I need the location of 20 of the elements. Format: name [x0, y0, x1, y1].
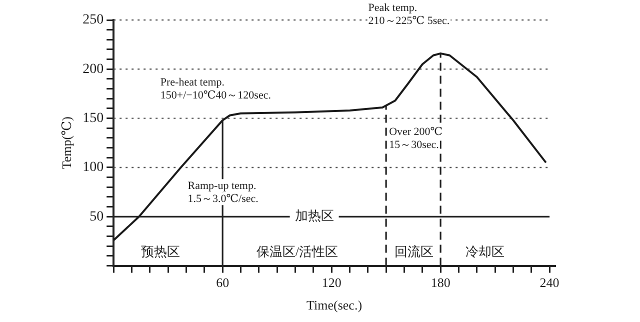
y-tick-label: 150 — [82, 110, 104, 126]
annotation: 回流区 — [394, 244, 434, 259]
y-tick-label: 100 — [82, 160, 104, 176]
x-tick-label: 240 — [540, 275, 560, 290]
y-tick-label: 50 — [90, 209, 104, 224]
annotation: Ramp-up temp. 1.5～3.0℃/sec. — [188, 180, 259, 206]
annotation: 冷却区 — [465, 244, 504, 259]
y-axis-title: Temp(℃) — [59, 116, 74, 170]
annotation: 预热区 — [140, 244, 180, 259]
x-tick-label: 120 — [322, 275, 342, 290]
annotation: Pre-heat temp. 150+/−10℃40～120sec. — [160, 76, 272, 102]
x-axis-title: Time(sec.) — [306, 298, 362, 313]
annotation: Peak temp. 210～225℃ 5sec. — [368, 2, 450, 28]
y-tick-label: 200 — [82, 62, 104, 77]
annotation: 保温区/活性区 — [256, 244, 338, 259]
y-tick-label: 250 — [82, 12, 104, 28]
x-tick-label: 180 — [430, 275, 450, 290]
ref-line-label: 加热区 — [294, 208, 334, 224]
x-tick-label: 60 — [216, 275, 230, 290]
annotation: Over 200℃ 15～30sec. — [389, 126, 443, 151]
